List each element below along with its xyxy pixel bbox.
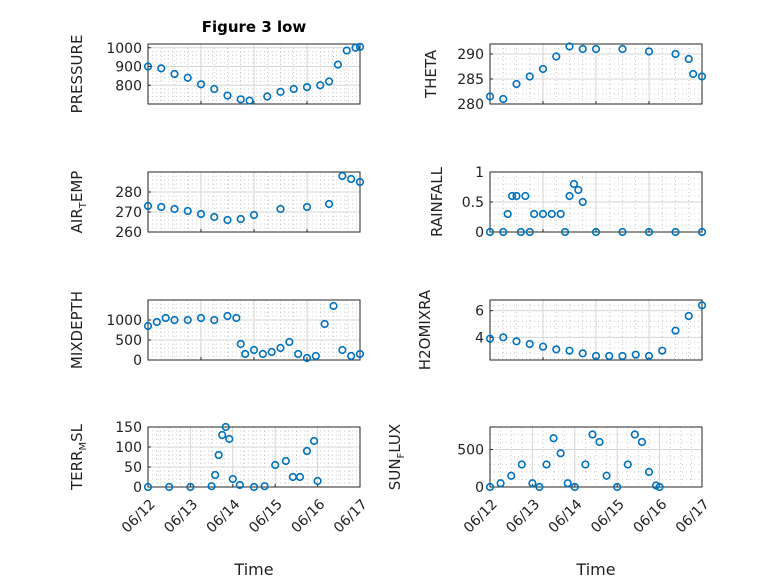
y-axis-label: MIXDEPTH — [68, 291, 86, 369]
x-tick-label: 06/12 — [119, 496, 159, 536]
y-tick-label: 900 — [115, 60, 142, 76]
subplot-sun-flux: 0 500 06/12 06/13 06/14 06/15 06/16 06/17 SUNFLU… — [386, 424, 713, 579]
y-tick-label: 0 — [475, 480, 484, 496]
y-tick-label: 0 — [133, 480, 142, 496]
y-tick-label: 6 — [475, 304, 484, 320]
y-axis-label-main: AIR — [68, 208, 86, 233]
y-tick-label: 1000 — [106, 41, 142, 57]
y-tick-label: 270 — [115, 205, 142, 221]
subplot-rainfall: 0 0.5 1 RAINFALL — [428, 165, 705, 241]
y-axis-label-suffix: SL — [68, 423, 86, 442]
y-axis-label: SUNFLUX — [386, 424, 407, 490]
x-tick-label: 06/16 — [630, 496, 670, 536]
y-tick-label: 0 — [475, 225, 484, 241]
subplot-h2omixra: 4 6 H2OMIXRA — [416, 289, 705, 370]
figure-canvas: 8009001000PRESSUREFigure 3 low 280285290… — [0, 0, 778, 583]
subplot-theta: 280 285 290 THETA — [422, 43, 705, 113]
y-axis-label: RAINFALL — [428, 166, 446, 237]
y-axis-label-main: PRESSURE — [68, 35, 86, 114]
y-axis-label-main: H2OMIXRA — [416, 289, 434, 370]
x-tick-label: 06/13 — [161, 496, 201, 536]
x-tick-label: 06/12 — [461, 496, 501, 536]
subplot-mixdepth: 0 500 1000 MIXDEPTH — [68, 291, 363, 369]
subplot-terr-msl: 0 50 100 150 06/12 06/13 06/14 06/15 06/16 06/17 T… — [68, 420, 371, 579]
x-tick-label: 06/14 — [546, 496, 586, 536]
y-tick-label: 1000 — [106, 313, 142, 329]
x-tick-label: 06/17 — [673, 496, 713, 536]
x-tick-label: 06/16 — [288, 496, 328, 536]
y-axis-label-main: THETA — [422, 49, 440, 99]
x-tick-label: 06/15 — [246, 496, 286, 536]
y-axis-label: PRESSURE — [68, 35, 86, 114]
y-axis-label-main: MIXDEPTH — [68, 291, 86, 369]
y-tick-label: 285 — [457, 72, 484, 88]
y-axis-label: AIRTEMP — [68, 171, 89, 234]
y-axis-label: TERRMSL — [68, 423, 89, 491]
y-axis-label: THETA — [422, 49, 440, 99]
x-tick-label: 06/13 — [503, 496, 543, 536]
x-axis-label: Time — [575, 560, 615, 579]
y-tick-label: 800 — [115, 78, 142, 94]
y-axis-label-suffix: EMP — [68, 171, 86, 202]
y-tick-label: 50 — [124, 460, 142, 476]
x-tick-label: 06/17 — [331, 496, 371, 536]
y-tick-label: 500 — [457, 443, 484, 459]
x-tick-label: 06/14 — [204, 496, 244, 536]
y-tick-label: 1 — [475, 165, 484, 181]
y-tick-label: 100 — [115, 440, 142, 456]
y-tick-label: 150 — [115, 420, 142, 436]
y-axis-label-main: SUN — [386, 458, 404, 490]
y-tick-label: 280 — [115, 185, 142, 201]
y-tick-label: 4 — [475, 330, 484, 346]
chart-title: Figure 3 low — [202, 18, 307, 36]
y-axis-label-subscript: M — [78, 442, 89, 451]
y-tick-label: 280 — [457, 97, 484, 113]
x-tick-label: 06/15 — [588, 496, 628, 536]
y-axis-label-suffix: LUX — [386, 424, 404, 453]
y-tick-label: 290 — [457, 47, 484, 63]
y-tick-label: 500 — [115, 333, 142, 349]
y-tick-label: 260 — [115, 225, 142, 241]
y-tick-label: 0 — [133, 353, 142, 369]
x-axis-label: Time — [233, 560, 273, 579]
y-axis-label-main: TERR — [68, 451, 86, 492]
y-axis-label: H2OMIXRA — [416, 289, 434, 370]
y-axis-label-main: RAINFALL — [428, 166, 446, 237]
subplot-pressure: 800 900 1000 PRESSURE Figure 3 low — [68, 18, 363, 113]
subplot-air-temp: 260 270 280 AIRTEMP — [68, 171, 363, 241]
y-tick-label: 0.5 — [462, 195, 484, 211]
